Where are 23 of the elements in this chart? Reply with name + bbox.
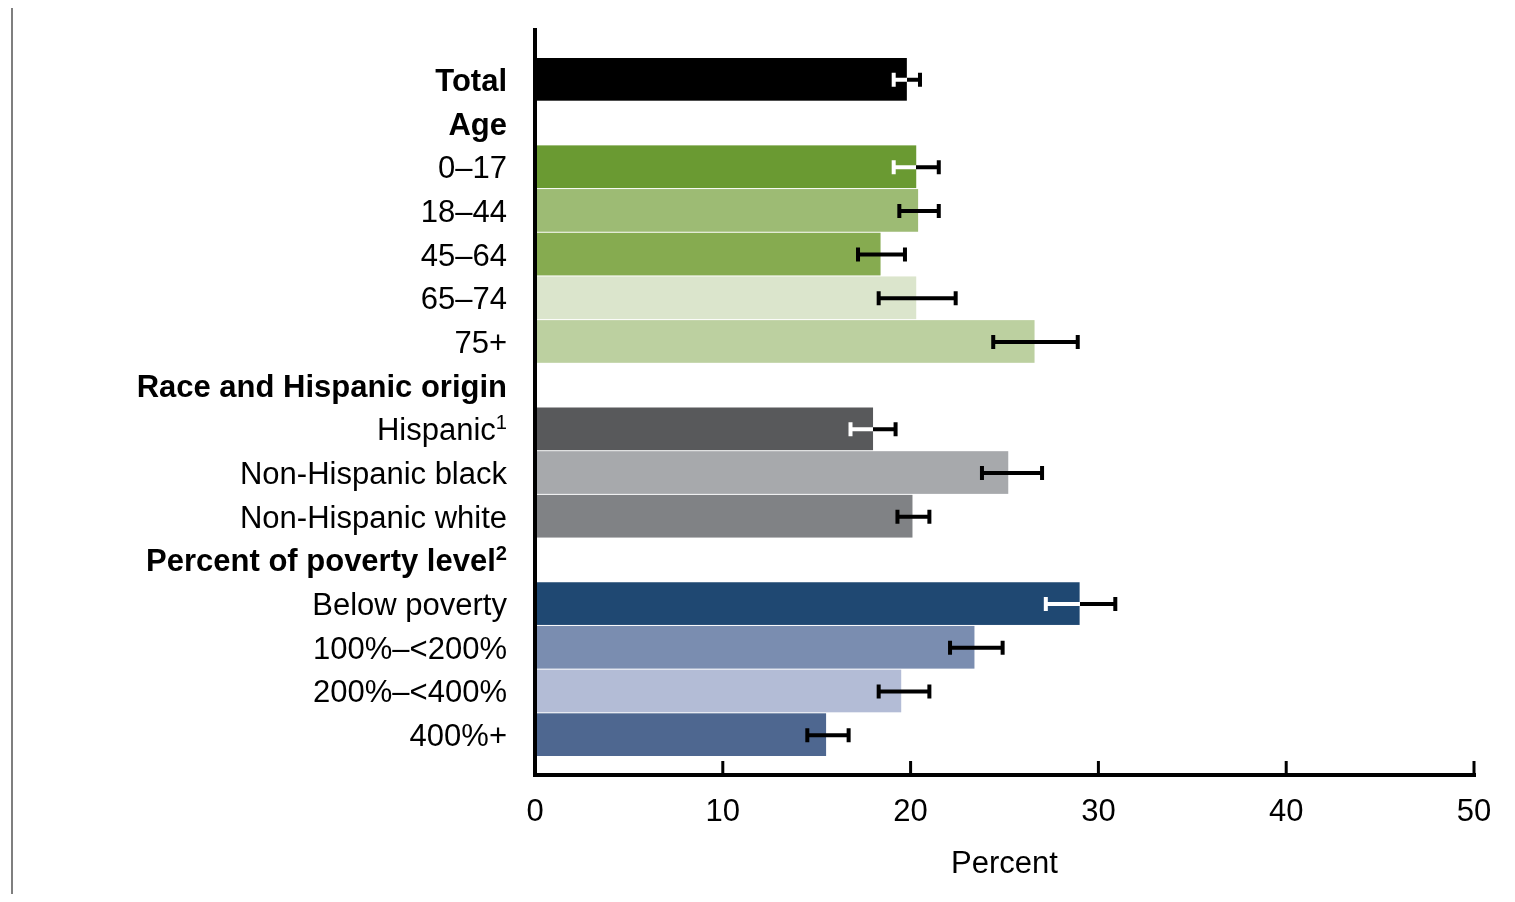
x-tick-label: 10: [705, 793, 741, 828]
x-tick-label: 0: [526, 793, 544, 828]
y-tick-label: Race and Hispanic origin: [136, 368, 507, 404]
x-axis-title: Percent: [951, 845, 1059, 880]
y-tick-label: Non-Hispanic white: [239, 499, 507, 535]
y-tick-label: Hispanic$^{1}$: [376, 411, 507, 448]
y-tick-label: Non-Hispanic black: [239, 456, 508, 492]
y-tick-label: Below poverty: [312, 587, 508, 623]
x-tick-label: 40: [1268, 793, 1304, 828]
y-tick-label: 200%–<400%: [313, 674, 507, 710]
y-tick-label: Percent of poverty level$^{2}$: [146, 542, 507, 579]
x-tick-label: 50: [1456, 793, 1492, 828]
y-tick-label: Age: [448, 106, 507, 142]
y-tick-label: 65–74: [420, 281, 507, 317]
y-tick-label: 400%+: [409, 718, 507, 754]
y-tick-label: 100%–<200%: [313, 630, 507, 666]
y-tick-label: 75+: [454, 324, 507, 360]
y-tick-label: 45–64: [420, 237, 507, 273]
y-tick-label: 18–44: [420, 193, 507, 229]
y-tick-label: 0–17: [438, 150, 507, 186]
x-tick-label: 20: [893, 793, 928, 828]
x-tick-label: 30: [1081, 793, 1116, 828]
y-tick-label: Total: [435, 62, 507, 98]
